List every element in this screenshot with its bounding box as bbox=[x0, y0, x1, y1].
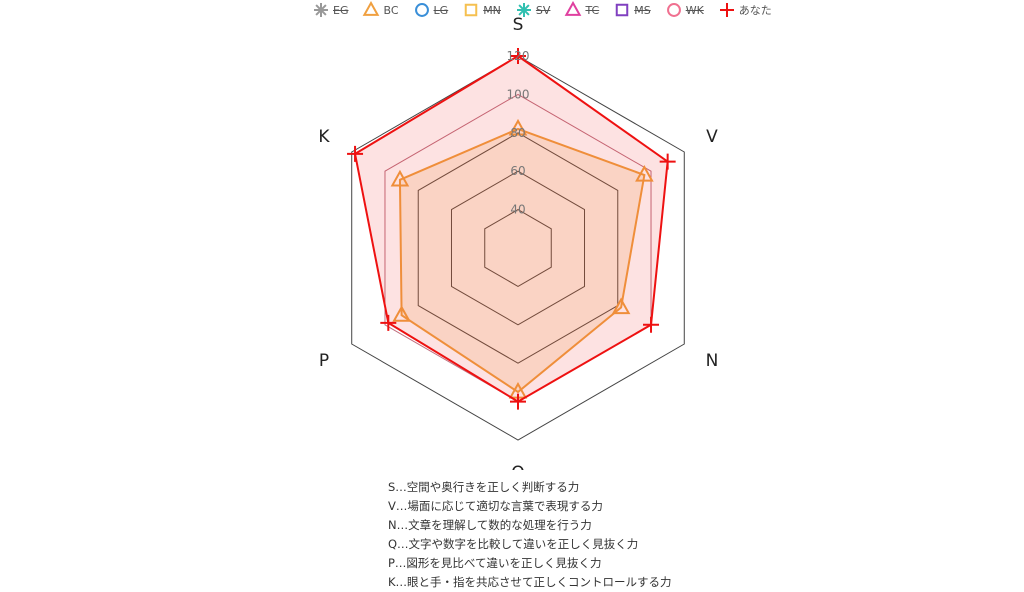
note-p: P…図形を見比べて違いを正しく見抜く力 bbox=[388, 554, 672, 573]
axis-descriptions: S…空間や奥行きを正しく判断する力 V…場面に応じて適切な言葉で表現する力 N…… bbox=[388, 478, 672, 592]
axis-label-V: V bbox=[706, 127, 718, 147]
axis-label-N: N bbox=[706, 351, 719, 371]
tick-label: 60 bbox=[510, 164, 525, 178]
note-s: S…空間や奥行きを正しく判断する力 bbox=[388, 478, 672, 497]
series-あなた bbox=[347, 48, 676, 410]
tick-label: 100 bbox=[507, 87, 530, 101]
note-q: Q…文字や数字を比較して違いを正しく見抜く力 bbox=[388, 535, 672, 554]
tick-label: 120 bbox=[507, 49, 530, 63]
tick-label: 40 bbox=[510, 203, 525, 217]
axis-label-K: K bbox=[318, 127, 330, 147]
axis-label-S: S bbox=[513, 15, 524, 35]
series-area bbox=[355, 56, 668, 402]
note-v: V…場面に応じて適切な言葉で表現する力 bbox=[388, 497, 672, 516]
axis-label-Q: Q bbox=[511, 463, 524, 470]
radar-chart: 40 60 80 100 120 S V N Q P K bbox=[0, 0, 1024, 470]
axis-label-P: P bbox=[319, 351, 329, 371]
tick-label: 80 bbox=[510, 126, 525, 140]
note-n: N…文章を理解して数的な処理を行う力 bbox=[388, 516, 672, 535]
